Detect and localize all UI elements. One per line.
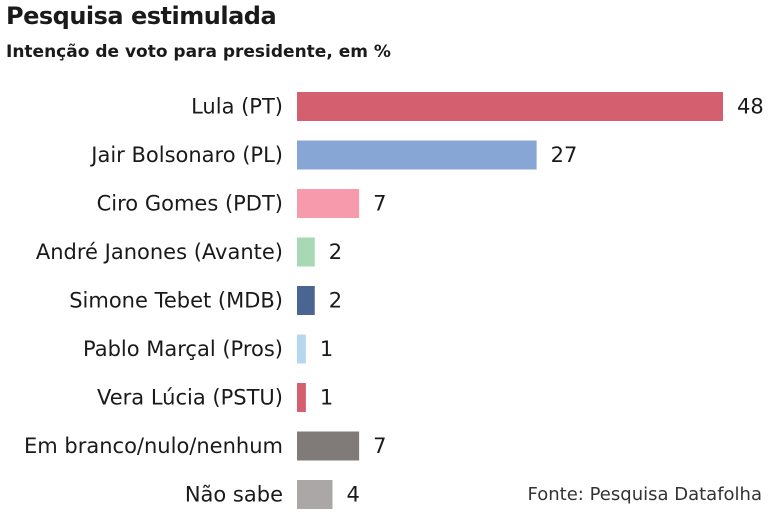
category-label: Jair Bolsonaro (PL) [89,143,283,167]
bar [297,140,537,170]
value-label: 2 [329,289,342,313]
bar [297,480,333,509]
value-label: 48 [737,95,764,119]
value-label: 7 [373,192,386,216]
value-label: 27 [551,143,578,167]
category-label: Lula (PT) [191,95,283,119]
value-label: 7 [373,434,386,458]
value-label: 2 [329,240,342,264]
category-label: André Janones (Avante) [36,240,283,264]
category-label: Em branco/nulo/nenhum [24,434,283,458]
category-label: Vera Lúcia (PSTU) [97,386,283,410]
chart-title: Pesquisa estimulada [6,2,277,30]
bar [297,334,306,364]
value-label: 1 [320,386,333,410]
bar [297,286,315,315]
category-label: Simone Tebet (MDB) [69,289,283,313]
value-label: 1 [320,337,333,361]
category-label: Não sabe [185,483,283,507]
bar [297,92,723,121]
chart-subtitle: Intenção de voto para presidente, em % [6,42,391,62]
category-label: Ciro Gomes (PDT) [97,192,283,216]
bar [297,383,306,412]
bar [297,431,360,461]
category-label: Pablo Marçal (Pros) [83,337,283,361]
source-note: Fonte: Pesquisa Datafolha [527,484,762,505]
bar [297,189,360,218]
bar [297,237,315,267]
value-label: 4 [347,483,360,507]
